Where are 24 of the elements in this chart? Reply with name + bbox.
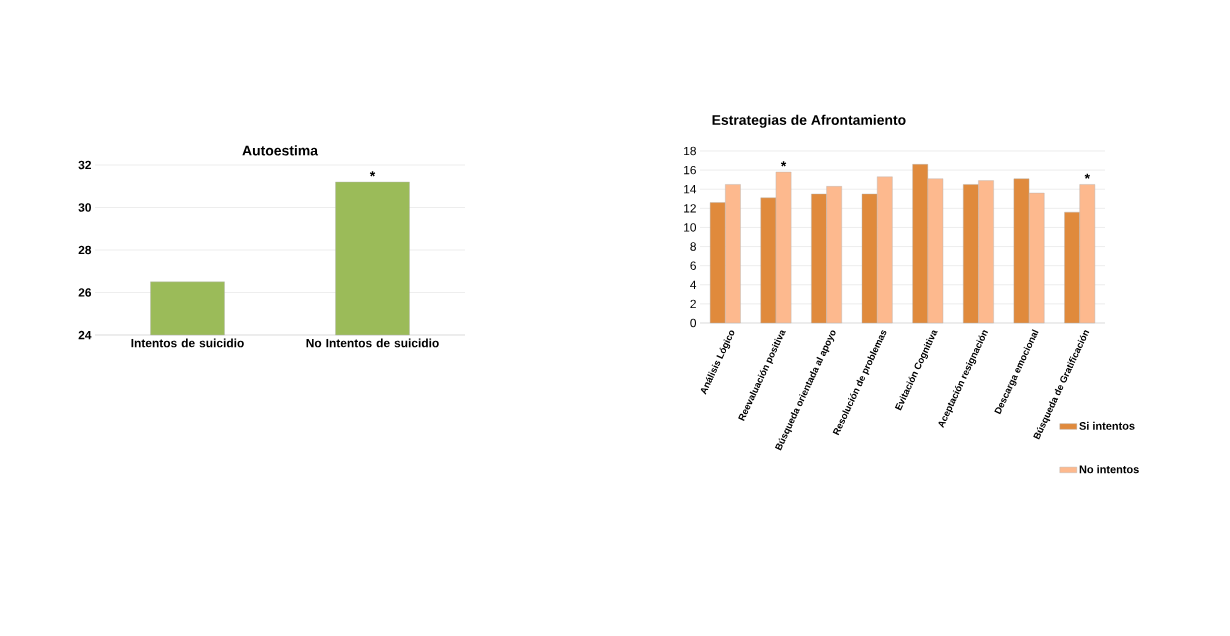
y-tick-label: 12 <box>684 204 696 213</box>
annotation: * <box>780 161 787 167</box>
x-tick-label: Intentos de suicidio <box>131 338 244 348</box>
annotation: * <box>1084 173 1090 179</box>
y-tick-label: 0 <box>690 318 697 328</box>
y-tick-label: 32 <box>78 160 91 170</box>
y-tick-label: 30 <box>78 203 91 212</box>
y-tick-label: 2 <box>690 299 696 309</box>
y-tick-label: 4 <box>690 280 697 289</box>
legend-label: No intentos <box>1079 465 1139 474</box>
y-tick-label: 18 <box>684 146 696 156</box>
chart-title: Autoestima <box>242 145 319 156</box>
y-tick-label: 26 <box>78 288 92 297</box>
y-tick-label: 28 <box>78 245 92 255</box>
x-tick-label: No Intentos de suicidio <box>306 338 439 348</box>
legend-label: Si intentos <box>1079 421 1135 430</box>
y-tick-label: 10 <box>684 223 697 232</box>
chart-title: Estrategias de Afrontamiento <box>712 114 906 128</box>
y-tick-label: 16 <box>684 165 696 175</box>
y-tick-label: 6 <box>690 261 696 270</box>
annotation: * <box>369 171 376 177</box>
y-tick-label: 24 <box>78 330 92 340</box>
y-tick-label: 8 <box>690 242 696 251</box>
y-tick-label: 14 <box>684 185 697 194</box>
